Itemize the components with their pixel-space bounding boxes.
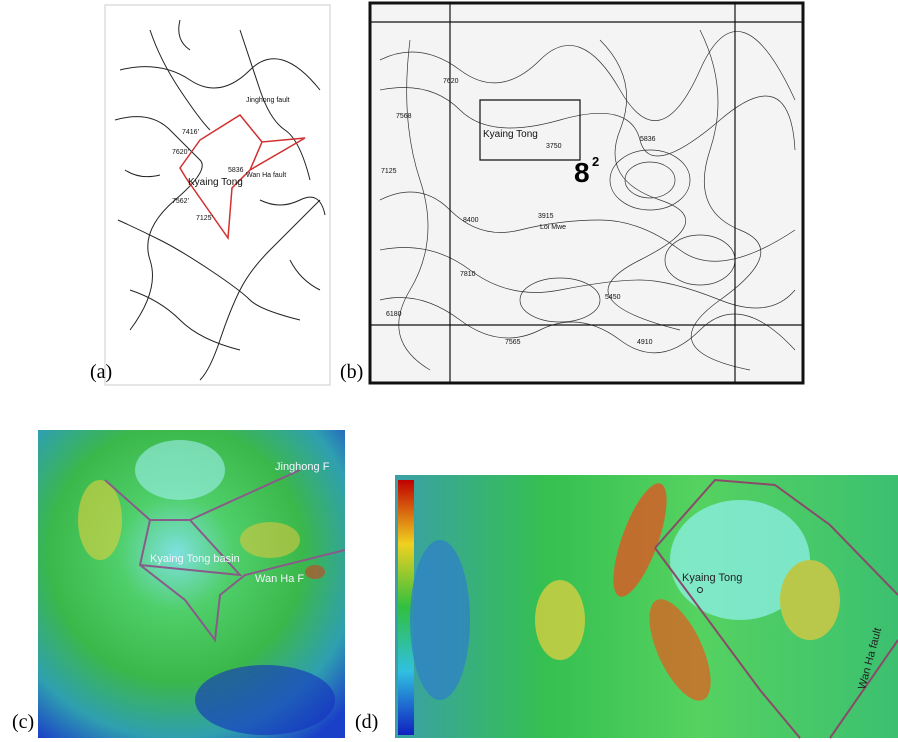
annotation: 7620' [172, 149, 189, 156]
rivers [114, 19, 326, 381]
annotation: Wan Ha fault [246, 172, 286, 179]
panel-label: (c) [12, 711, 34, 733]
annotation: Kyaing Tong [682, 572, 742, 584]
annotation: 8 [574, 157, 590, 188]
panel-d: Kyaing Tong Wan Ha fault (d) [355, 475, 898, 739]
annotation: Wan Ha F [255, 573, 304, 585]
panel-label: (b) [340, 361, 363, 383]
annotation: 7565 [505, 339, 521, 346]
annotation: 5450 [605, 294, 621, 301]
annotation: 3750 [546, 143, 562, 150]
map-grid [370, 3, 803, 383]
panel-a: Jinghong fault Wan Ha fault Kyaing Tong … [90, 4, 331, 386]
annotation: 7568 [396, 113, 412, 120]
annotation: Jinghong fault [246, 97, 290, 104]
fault-line [654, 478, 898, 739]
map-frame [104, 4, 331, 386]
annotation: Kyaing Tong basin [150, 553, 240, 565]
panel-label: (d) [355, 711, 378, 733]
annotation: 5836 [228, 167, 244, 174]
annotation: 7562' [172, 198, 189, 205]
relief [78, 440, 335, 735]
fault-line [179, 114, 306, 241]
color-scale [398, 480, 414, 735]
annotation: Kyaing Tong [188, 177, 243, 188]
annotation: 3915 [538, 213, 554, 220]
panel-label: (a) [90, 361, 112, 383]
annotation: 7620 [443, 78, 459, 85]
map-frame [368, 1, 805, 385]
annotation: 8400 [463, 217, 479, 224]
annotation: 7810 [460, 271, 476, 278]
annotation: Jinghong F [275, 461, 330, 473]
annotation: Loi Mwe [540, 224, 566, 231]
annotation: 6180 [386, 311, 402, 318]
panel-b: Kyaing Tong 8 2 7620 7568 7125 3750 5836… [340, 1, 805, 385]
annotation: 2 [592, 154, 599, 169]
town-marker [697, 587, 703, 593]
panel-c: Jinghong F Kyaing Tong basin Wan Ha F (c… [12, 430, 346, 738]
contours [379, 29, 796, 371]
annotation: 5836 [640, 136, 656, 143]
annotation: Kyaing Tong [483, 129, 538, 140]
fault-line [104, 469, 346, 643]
annotation: 7125' [196, 215, 213, 222]
annotation: 7416' [182, 129, 199, 136]
annotation: 4910 [637, 339, 653, 346]
annotation: 7125 [381, 168, 397, 175]
relief [410, 483, 840, 701]
